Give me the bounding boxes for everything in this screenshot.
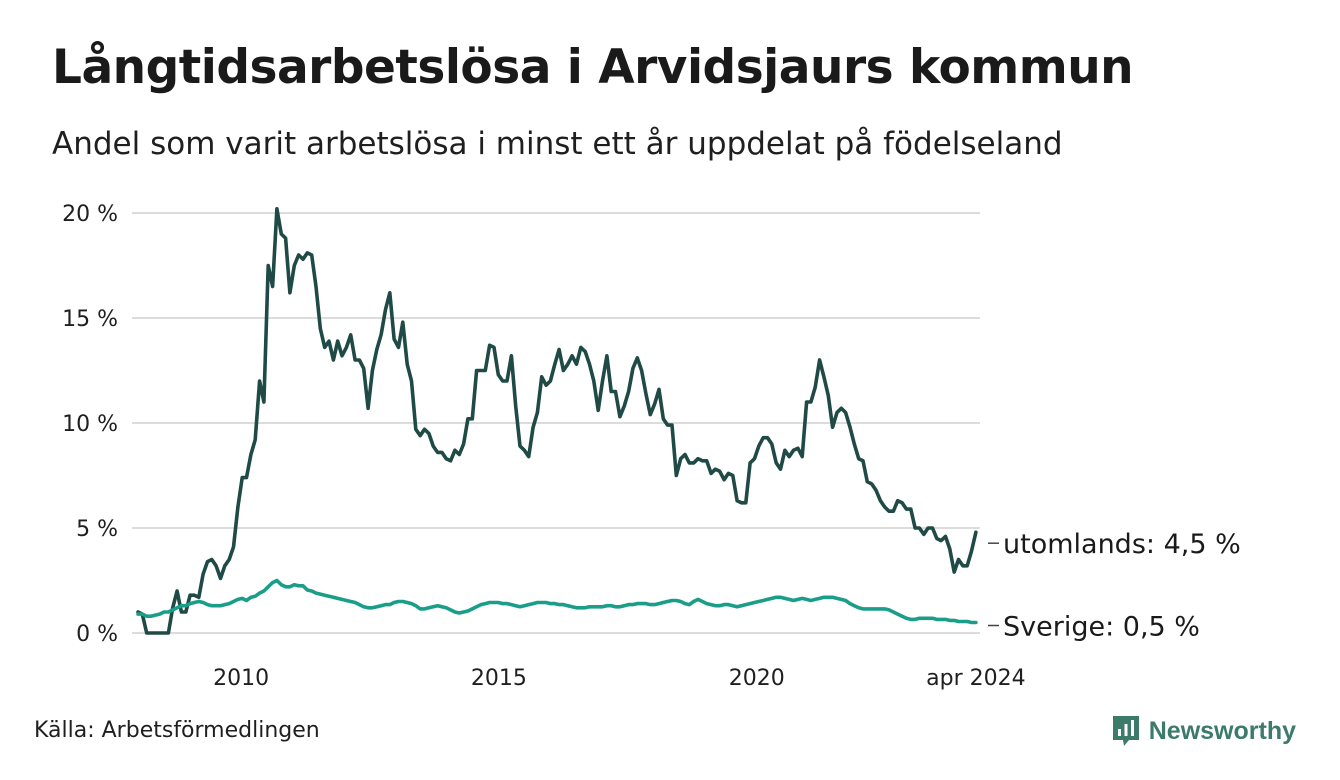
y-tick-label: 0 % — [76, 622, 118, 647]
x-tick-label: 2010 — [213, 666, 269, 691]
newsworthy-logo-icon — [1112, 716, 1139, 746]
brand-logo: Newsworthy — [1111, 714, 1296, 748]
line-chart: 0 %5 %10 %15 %20 % 2010 2015 2020 apr 2024 … — [62, 202, 1241, 691]
y-tick-label: 20 % — [62, 202, 118, 227]
series-line-utomlands — [136, 207, 978, 635]
y-axis-labels: 0 % 5 % 10 % 15 % 20 % — [62, 202, 118, 647]
end-label-sverige: Sverige: 0,5 % — [1003, 612, 1200, 643]
x-tick-label: apr 2024 — [926, 666, 1025, 691]
series-lines — [136, 207, 978, 635]
chart-subtitle: Andel som varit arbetslösa i minst ett å… — [52, 126, 1063, 162]
end-label-utomlands: utomlands: 4,5 % — [1003, 529, 1241, 560]
x-tick-label: 2020 — [729, 666, 785, 691]
brand-name: Newsworthy — [1148, 716, 1296, 745]
gridlines — [132, 212, 980, 634]
series-line-sverige — [136, 578, 978, 625]
chart-title: Långtidsarbetslösa i Arvidsjaurs kommun — [52, 40, 1134, 95]
end-labels: utomlands: 4,5 % Sverige: 0,5 % — [988, 529, 1241, 643]
x-tick-label: 2015 — [471, 666, 527, 691]
x-axis-labels: 2010 2015 2020 apr 2024 — [213, 666, 1025, 691]
source-note: Källa: Arbetsförmedlingen — [34, 718, 320, 743]
y-tick-label: 10 % — [62, 412, 118, 437]
y-tick-label: 15 % — [62, 307, 118, 332]
y-tick-label: 5 % — [76, 517, 118, 542]
